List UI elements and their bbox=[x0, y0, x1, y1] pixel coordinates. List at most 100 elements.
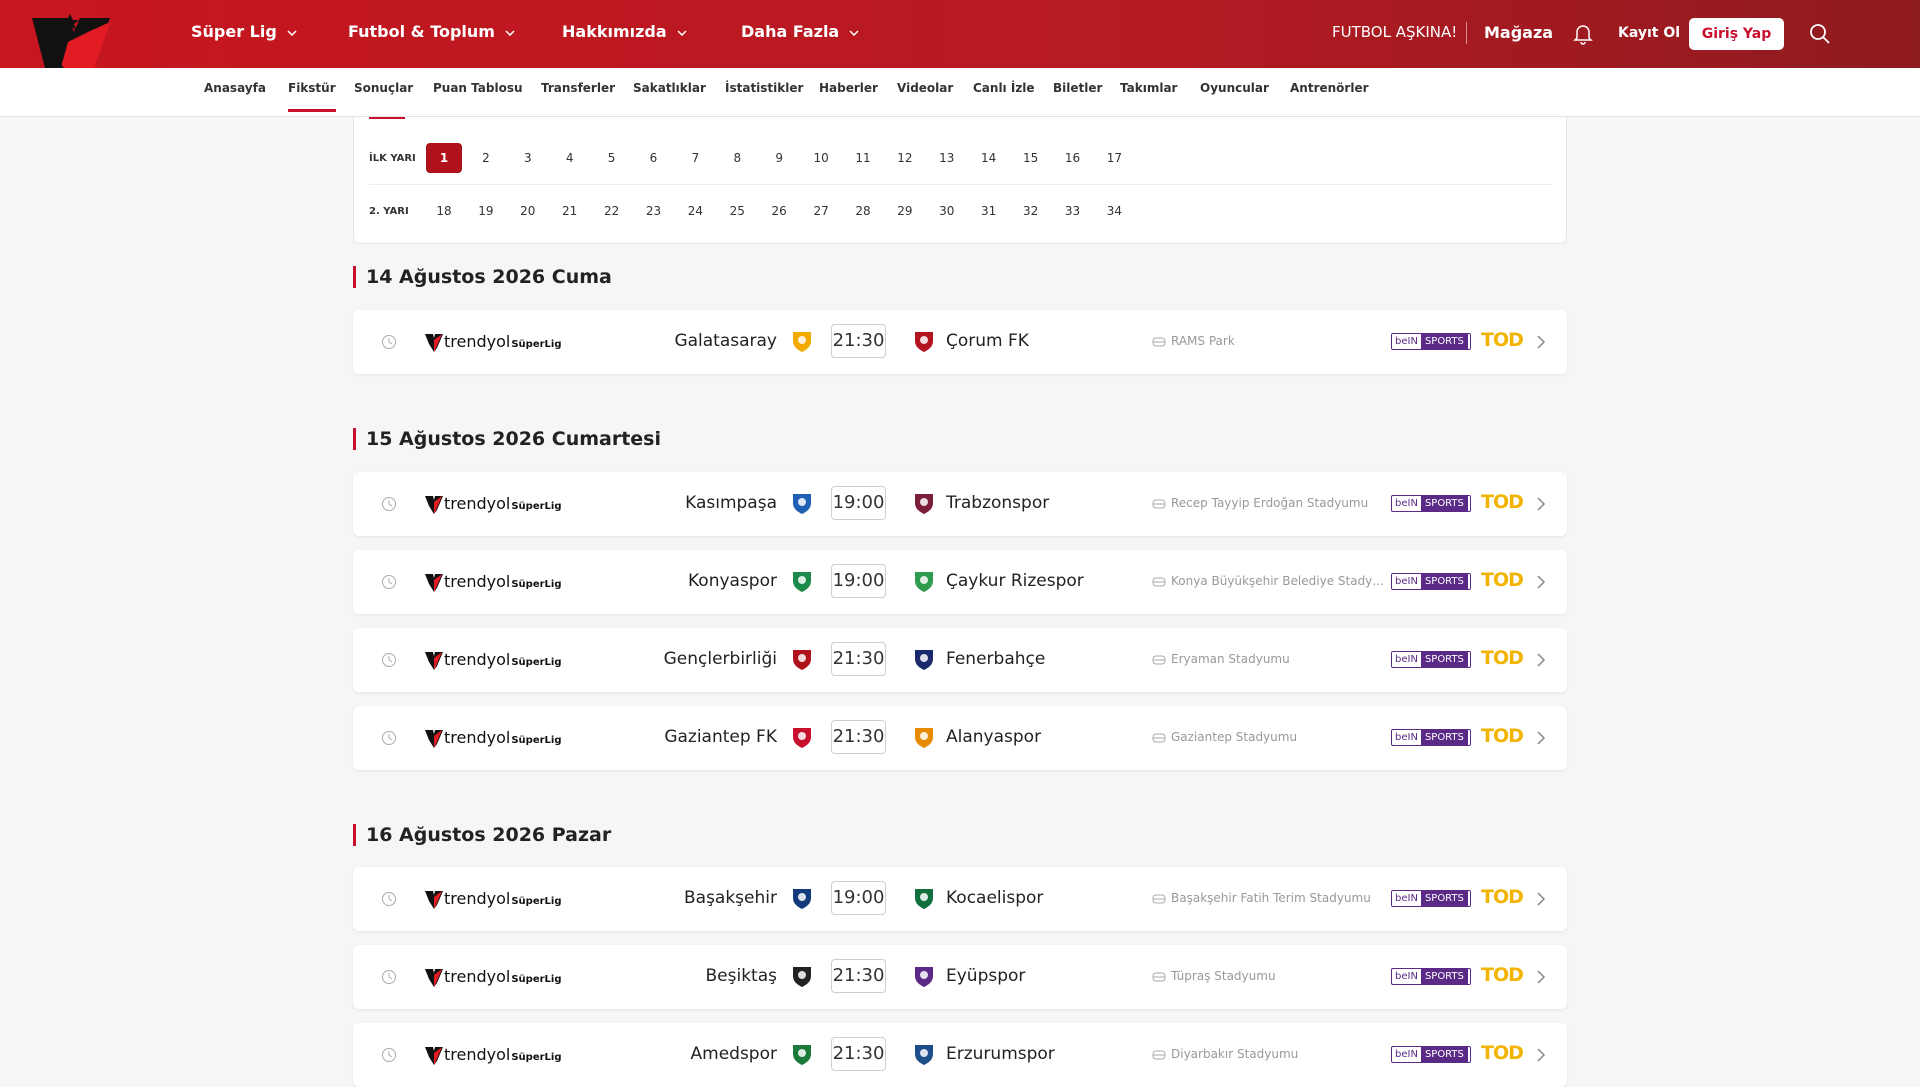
week-number[interactable]: 29 bbox=[897, 204, 913, 218]
notification-icon[interactable] bbox=[1573, 23, 1593, 45]
league-brand: trendyol bbox=[444, 494, 511, 513]
league-logo: trendyolSüperLig bbox=[444, 967, 562, 986]
week-number[interactable]: 23 bbox=[645, 204, 662, 218]
week-number[interactable]: 22 bbox=[603, 204, 620, 218]
match-card[interactable]: trendyolSüperLig Amedspor 21:30 Erzurumspor… bbox=[353, 1023, 1567, 1087]
week-number[interactable]: 15 bbox=[1022, 151, 1039, 165]
home-team: Konyaspor bbox=[688, 571, 777, 591]
search-icon[interactable] bbox=[1809, 23, 1831, 45]
nav-item[interactable]: Hakkımızda bbox=[562, 22, 687, 41]
store-link[interactable]: Mağaza bbox=[1484, 23, 1554, 42]
match-card[interactable]: trendyolSüperLig Gençlerbirliği 21:30 Fener… bbox=[353, 628, 1567, 692]
week-number[interactable]: 4 bbox=[565, 151, 574, 165]
week-number[interactable]: 20 bbox=[520, 204, 536, 218]
home-team: Başakşehir bbox=[683, 888, 777, 908]
sub-nav-item[interactable]: Antrenörler bbox=[1290, 81, 1369, 95]
week-number[interactable]: 28 bbox=[855, 204, 871, 218]
sub-nav-item[interactable]: Haberler bbox=[819, 81, 878, 95]
week-number[interactable]: 30 bbox=[939, 204, 955, 218]
week-number[interactable]: 14 bbox=[981, 151, 997, 165]
week-number[interactable]: 24 bbox=[687, 204, 704, 218]
week-number[interactable]: 5 bbox=[607, 151, 616, 165]
week-number[interactable]: 33 bbox=[1064, 204, 1081, 218]
divider bbox=[369, 184, 1553, 185]
stadium: Recep Tayyip Erdoğan Stadyumu bbox=[1171, 496, 1369, 510]
broadcaster-bein: beIN SPORTS bbox=[1391, 651, 1471, 668]
kickoff-time: 21:30 bbox=[831, 959, 886, 993]
chevron-right bbox=[1537, 1048, 1546, 1062]
week-number[interactable]: 3 bbox=[523, 151, 532, 165]
match-card[interactable]: trendyolSüperLig Beşiktaş 21:30 Eyüpspor Tüp… bbox=[353, 945, 1567, 1009]
league-icon bbox=[425, 969, 443, 987]
league-icon bbox=[425, 496, 443, 514]
sub-nav-item[interactable]: Canlı İzle bbox=[973, 81, 1035, 95]
week-number[interactable]: 1 bbox=[426, 143, 462, 173]
sub-nav-item[interactable]: Fikstür bbox=[288, 81, 336, 112]
week-number[interactable]: 21 bbox=[562, 204, 578, 218]
league-icon bbox=[425, 574, 443, 592]
week-number[interactable]: 26 bbox=[771, 204, 787, 218]
week-number[interactable]: 13 bbox=[939, 151, 955, 165]
nav-item[interactable]: Daha Fazla bbox=[741, 22, 859, 41]
match-card[interactable]: trendyolSüperLig Galatasaray 21:30 Çorum FK… bbox=[353, 310, 1567, 374]
nav-label: Daha Fazla bbox=[741, 22, 840, 41]
stadium-icon bbox=[1152, 894, 1166, 904]
kickoff-time: 21:30 bbox=[831, 642, 886, 676]
league-logo: trendyolSüperLig bbox=[444, 1045, 562, 1064]
away-crest bbox=[913, 491, 935, 519]
sub-nav-item[interactable]: Sonuçlar bbox=[354, 81, 414, 95]
match-card[interactable]: trendyolSüperLig Konyaspor 19:00 Çaykur Riz… bbox=[353, 550, 1567, 614]
week-number[interactable]: 7 bbox=[691, 151, 700, 165]
sub-nav-item[interactable]: Oyuncular bbox=[1200, 81, 1269, 95]
chevron-right bbox=[1537, 575, 1546, 589]
week-number[interactable]: 31 bbox=[981, 204, 997, 218]
league-brand: trendyol bbox=[444, 728, 511, 747]
nav-item[interactable]: Futbol & Toplum bbox=[348, 22, 515, 41]
sub-nav-item[interactable]: İstatistikler bbox=[725, 81, 804, 95]
week-number[interactable]: 19 bbox=[478, 204, 494, 218]
week-number[interactable]: 11 bbox=[855, 151, 871, 165]
week-number[interactable]: 32 bbox=[1022, 204, 1039, 218]
sub-nav-item[interactable]: Transferler bbox=[541, 81, 616, 95]
week-number[interactable]: 25 bbox=[729, 204, 745, 218]
header-bar: Süper Lig Futbol & Toplum Hakkımızda Daha F… bbox=[0, 0, 1920, 108]
away-team: Trabzonspor bbox=[946, 493, 1050, 513]
sub-nav-item[interactable]: Videolar bbox=[897, 81, 954, 95]
week-number[interactable]: 6 bbox=[649, 151, 658, 165]
stadium: Tüpraş Stadyumu bbox=[1171, 969, 1276, 983]
register-link[interactable]: Kayıt Ol bbox=[1618, 25, 1681, 41]
nav-label: Hakkımızda bbox=[562, 22, 667, 41]
league-name: SüperLig bbox=[511, 896, 562, 907]
week-number[interactable]: 16 bbox=[1064, 151, 1081, 165]
week-number[interactable]: 8 bbox=[733, 151, 742, 165]
login-button[interactable]: Giriş Yap bbox=[1689, 18, 1784, 50]
week-number[interactable]: 10 bbox=[813, 151, 829, 165]
week-number[interactable]: 2 bbox=[482, 151, 490, 165]
week-number[interactable]: 17 bbox=[1106, 151, 1123, 165]
league-logo: trendyolSüperLig bbox=[444, 650, 562, 669]
stadium: Eryaman Stadyumu bbox=[1171, 652, 1290, 666]
sub-nav-item[interactable]: Takımlar bbox=[1120, 81, 1178, 95]
sub-nav-item[interactable]: Biletler bbox=[1053, 81, 1103, 95]
clock-icon bbox=[382, 1048, 396, 1062]
home-crest bbox=[791, 647, 813, 675]
week-number[interactable]: 9 bbox=[775, 151, 783, 165]
week-number[interactable]: 34 bbox=[1106, 204, 1123, 218]
match-card[interactable]: trendyolSüperLig Gaziantep FK 21:30 Alanyas… bbox=[353, 706, 1567, 770]
stadium: Konya Büyükşehir Belediye Stady… bbox=[1171, 574, 1385, 588]
league-brand: trendyol bbox=[444, 332, 511, 351]
match-card[interactable]: trendyolSüperLig Başakşehir 19:00 Kocaelisp… bbox=[353, 867, 1567, 931]
sub-nav-item[interactable]: Sakatlıklar bbox=[633, 81, 706, 95]
stadium: Başakşehir Fatih Terim Stadyumu bbox=[1171, 891, 1371, 905]
stadium-icon bbox=[1152, 655, 1166, 665]
week-number[interactable]: 27 bbox=[813, 204, 829, 218]
broadcaster-bein: beIN SPORTS bbox=[1391, 333, 1471, 350]
nav-item[interactable]: Süper Lig bbox=[191, 22, 297, 41]
week-number[interactable]: 12 bbox=[897, 151, 913, 165]
match-card[interactable]: trendyolSüperLig Kasımpaşa 19:00 Trabzonspo… bbox=[353, 472, 1567, 536]
sub-nav-item[interactable]: Puan Tablosu bbox=[433, 81, 523, 95]
sub-nav-item[interactable]: Anasayfa bbox=[204, 81, 266, 95]
broadcaster-tod: TOD bbox=[1481, 647, 1524, 669]
week-number[interactable]: 18 bbox=[436, 204, 452, 218]
